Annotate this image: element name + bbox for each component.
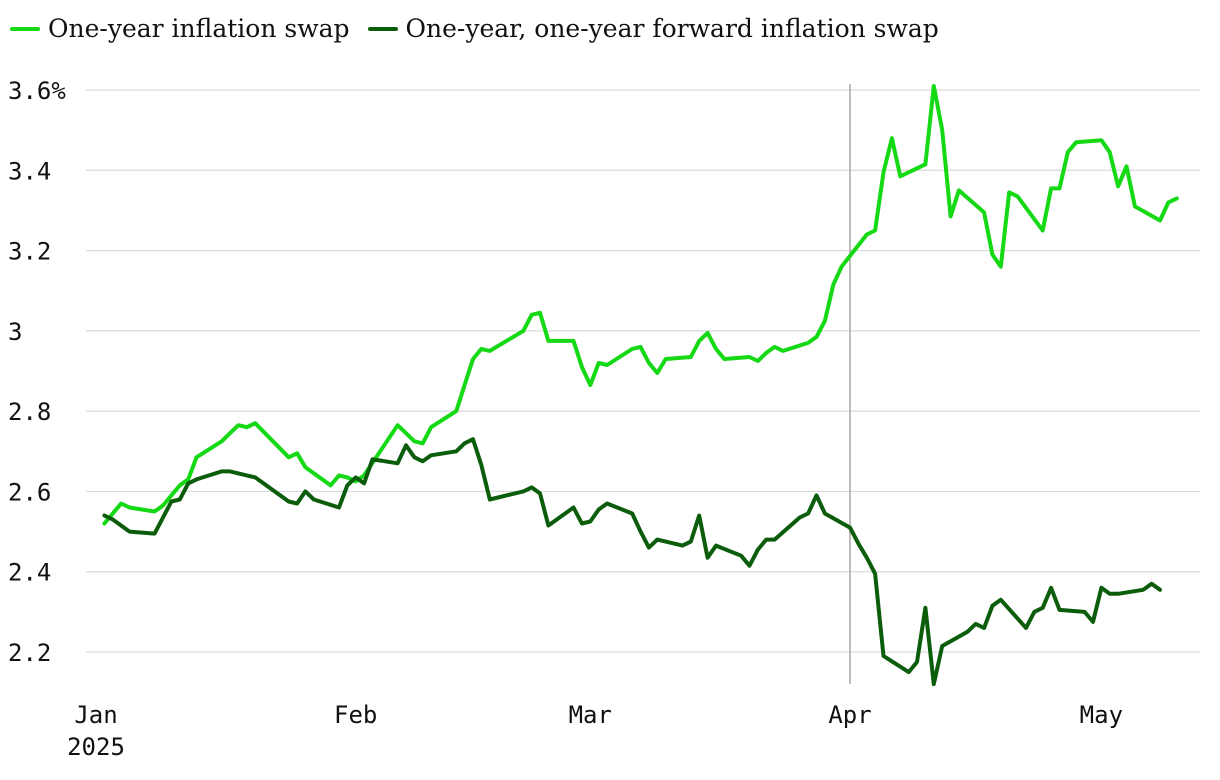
legend-swatch-one-year (10, 26, 40, 31)
y-tick-label-7: 2.2 (8, 639, 51, 667)
y-tick-label-3: 3 (8, 318, 22, 346)
series-line-1 (102, 437, 1162, 687)
legend-swatch-forward (367, 26, 398, 31)
legend-item-one-year: One-year inflation swap (10, 14, 350, 43)
y-tick-label-6: 2.4 (8, 559, 51, 587)
legend-label-one-year: One-year inflation swap (48, 14, 350, 43)
y-tick-label-5: 2.6 (8, 478, 51, 506)
x-tick-label-4: May (1080, 701, 1123, 729)
legend-label-forward: One-year, one-year forward inflation swa… (405, 14, 939, 43)
x-tick-label-1: Feb (334, 701, 377, 729)
y-tick-label-2: 3.2 (8, 238, 51, 266)
x-tick-label-2: Mar (569, 701, 612, 729)
chart-legend: One-year inflation swap One-year, one-ye… (10, 14, 957, 43)
series-line-0 (102, 84, 1179, 526)
legend-item-forward: One-year, one-year forward inflation swa… (367, 14, 939, 43)
x-tick-sublabel-0: 2025 (67, 733, 125, 761)
y-tick-label-0: 3.6% (8, 77, 66, 105)
x-tick-label-0: Jan (74, 701, 117, 729)
y-tick-label-1: 3.4 (8, 157, 51, 185)
x-tick-label-3: Apr (828, 701, 871, 729)
y-tick-label-4: 2.8 (8, 398, 51, 426)
